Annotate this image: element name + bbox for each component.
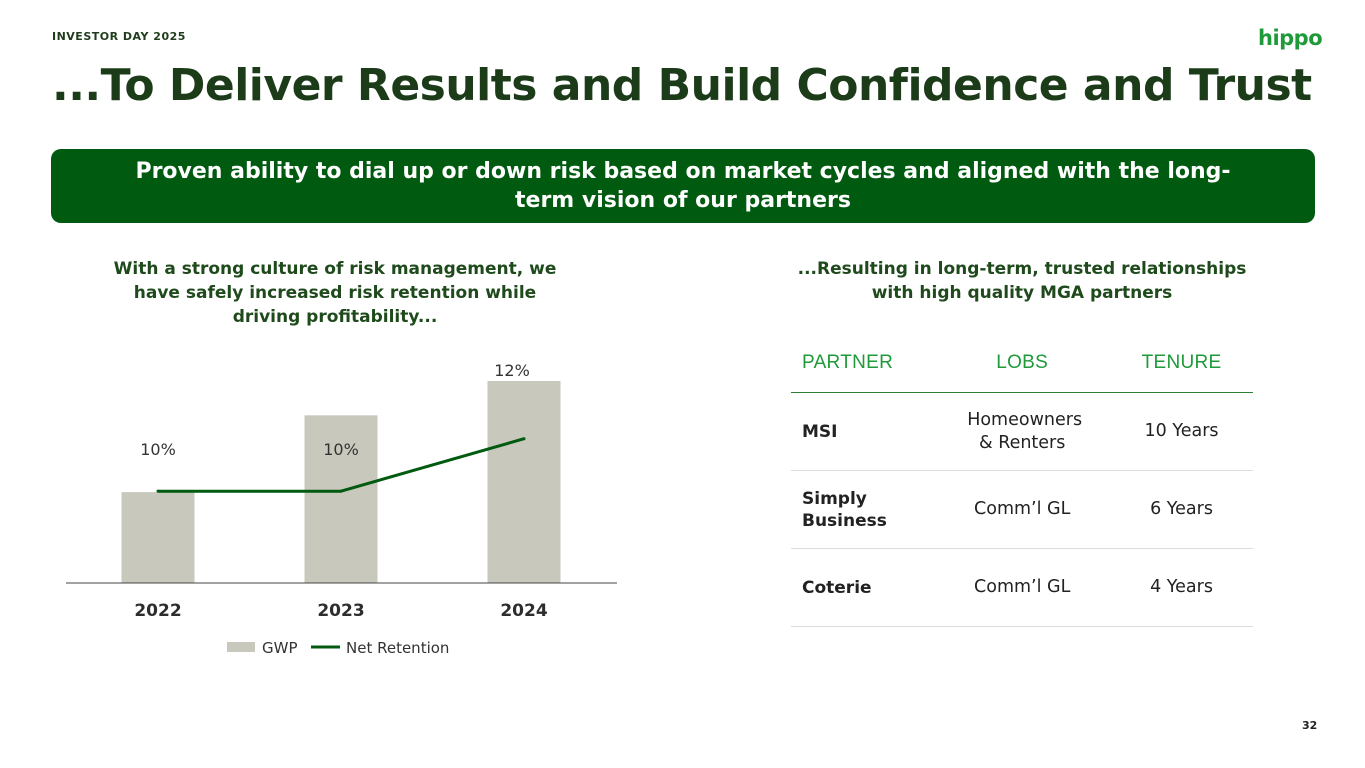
net-retention-point bbox=[339, 489, 343, 493]
table-header-row: PARTNER LOBS TENURE bbox=[791, 334, 1253, 393]
table-row: Simply Business Comm’l GL 6 Years bbox=[791, 470, 1253, 549]
net-retention-point bbox=[156, 489, 160, 493]
table-subheading: ...Resulting in long-term, trusted relat… bbox=[797, 259, 1247, 303]
header-tenure: TENURE bbox=[1110, 334, 1253, 393]
net-retention-point bbox=[522, 437, 526, 441]
partner-name: MSI bbox=[791, 392, 935, 471]
key-message-banner: Proven ability to dial up or down risk b… bbox=[51, 149, 1315, 223]
x-tick-label: 2024 bbox=[500, 601, 547, 621]
table-row: Coterie Comm’l GL 4 Years bbox=[791, 548, 1253, 627]
chart-subheading: With a strong culture of risk management… bbox=[113, 259, 557, 327]
partner-tenure: 10 Years bbox=[1110, 392, 1253, 471]
legend-gwp-swatch bbox=[227, 642, 255, 652]
hippo-logo: hippo bbox=[1258, 26, 1323, 50]
gwp-bar bbox=[487, 381, 561, 583]
partner-name: Simply Business bbox=[791, 470, 935, 549]
page-title: ...To Deliver Results and Build Confiden… bbox=[52, 60, 1312, 111]
data-label: 10% bbox=[323, 440, 359, 459]
event-label: INVESTOR DAY 2025 bbox=[52, 30, 186, 43]
partner-lobs: Comm’l GL bbox=[934, 470, 1111, 549]
partner-tenure: 6 Years bbox=[1110, 470, 1253, 549]
partner-tenure: 4 Years bbox=[1110, 548, 1253, 627]
lobs-text: Homeowners & Renters bbox=[967, 409, 1083, 453]
partner-name: Coterie bbox=[791, 548, 935, 627]
partner-table: PARTNER LOBS TENURE MSI Homeowners & Ren… bbox=[791, 334, 1253, 627]
legend-gwp-label: GWP bbox=[262, 639, 298, 657]
partner-lobs: Comm’l GL bbox=[934, 548, 1111, 627]
page-number: 32 bbox=[1302, 719, 1318, 732]
x-tick-label: 2022 bbox=[134, 601, 181, 621]
gwp-bar bbox=[304, 415, 378, 583]
x-tick-label: 2023 bbox=[317, 601, 364, 621]
data-label: 10% bbox=[140, 440, 176, 459]
partner-lobs: Homeowners & Renters bbox=[934, 392, 1111, 471]
header-partner: PARTNER bbox=[791, 334, 935, 393]
legend-retention-label: Net Retention bbox=[346, 639, 449, 657]
gwp-bar bbox=[121, 492, 195, 583]
retention-chart: 2022 2023 2024 10% 10% 12% GWP Net Retention bbox=[66, 361, 617, 657]
partner-name-text: Simply Business bbox=[802, 488, 887, 531]
table-row: MSI Homeowners & Renters 10 Years bbox=[791, 392, 1253, 471]
banner-text: Proven ability to dial up or down risk b… bbox=[135, 159, 1231, 213]
data-label: 12% bbox=[494, 361, 530, 380]
header-lobs: LOBS bbox=[934, 334, 1111, 393]
